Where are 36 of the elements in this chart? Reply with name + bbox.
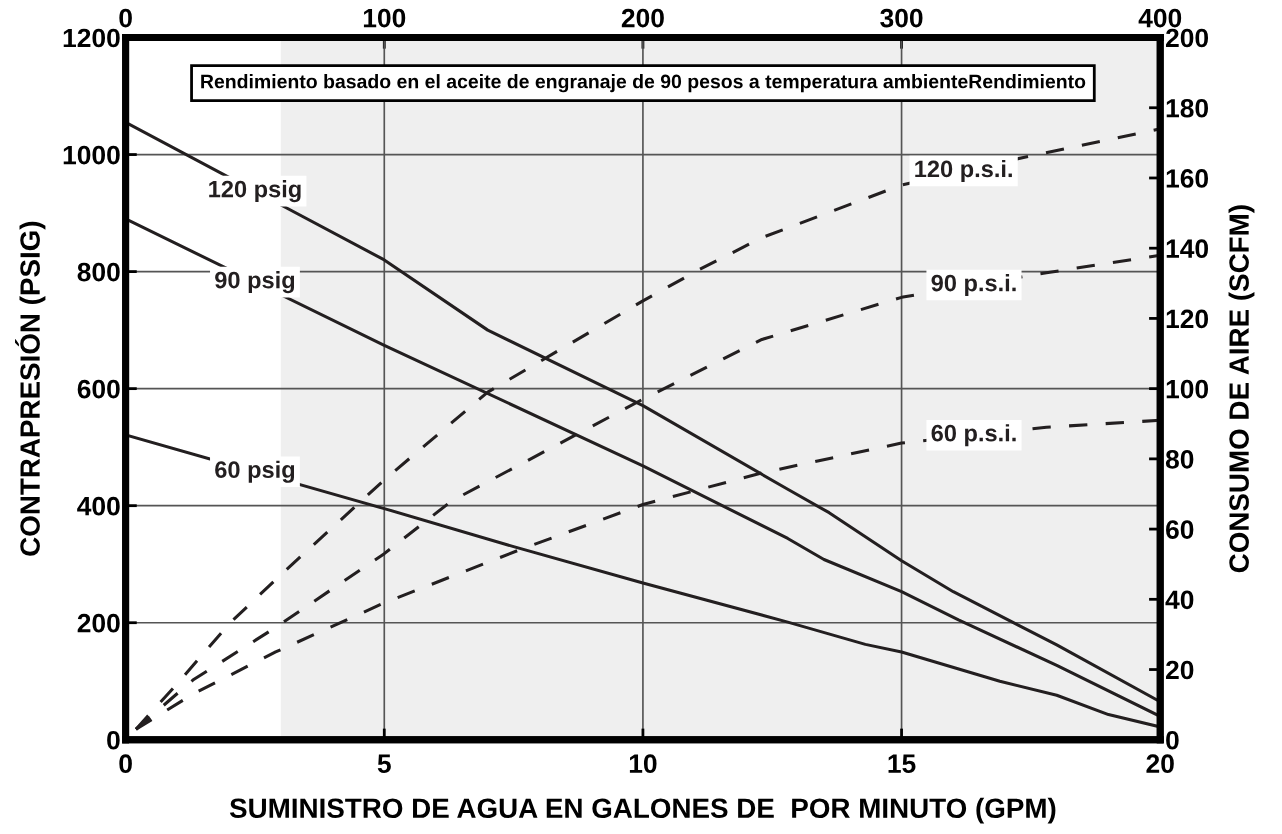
x-tick-label: 10 [629, 754, 657, 774]
y2-tick-label: 20 [1165, 660, 1194, 680]
y2-axis-title: CONSUMO DE AIRE (SCFM) [1228, 205, 1255, 573]
y2-tick-label: 140 [1166, 239, 1209, 259]
annotation: Rendimiento basado en el aceite de engranaje de 90 pesos a temperatura ambienteRendimiento [201, 74, 1086, 93]
series-label: 90 psig [215, 271, 295, 294]
x2-tick-label: 100 [363, 8, 406, 28]
series-label: 60 p.s.i. [931, 424, 1016, 447]
y-tick-label: 1200 [63, 28, 120, 48]
y2-tick-label: 0 [1166, 730, 1179, 750]
y-tick-label: 600 [77, 379, 120, 399]
y2-tick-label: 160 [1166, 169, 1209, 188]
y-tick-label: 400 [77, 496, 120, 516]
x-axis-title: SUMINISTRO DE AGUA EN GALONES DE POR MINUTO (GPM) [229, 797, 1056, 824]
series-label: 120 psig [209, 180, 301, 203]
y2-tick-label: 80 [1165, 450, 1194, 469]
y2-tick-label: 180 [1166, 98, 1209, 118]
series-label: 90 p.s.i. [931, 274, 1016, 297]
y-axis-title: CONTRAPRESIÓN (PSIG) [15, 221, 46, 556]
y-tick-label: 1000 [63, 145, 120, 165]
y-tick-label: 200 [77, 613, 120, 633]
x-tick-label: 20 [1146, 754, 1174, 774]
y2-tick-label: 200 [1165, 28, 1209, 48]
y-tick-label: 800 [77, 262, 120, 282]
x-tick-label: 5 [377, 754, 391, 774]
x2-tick-label: 200 [621, 8, 664, 28]
y2-tick-label: 100 [1166, 379, 1209, 399]
x-tick-label: 15 [888, 754, 916, 774]
y2-tick-label: 60 [1166, 520, 1194, 539]
series-label: 60 psig [215, 460, 295, 483]
y2-tick-label: 120 [1166, 309, 1209, 329]
x2-tick-label: 300 [880, 8, 923, 28]
series-label: 120 p.s.i. [915, 159, 1012, 182]
y-tick-label: 0 [107, 730, 120, 750]
x2-tick-label: 400 [1138, 8, 1182, 28]
y2-tick-label: 40 [1165, 590, 1194, 610]
